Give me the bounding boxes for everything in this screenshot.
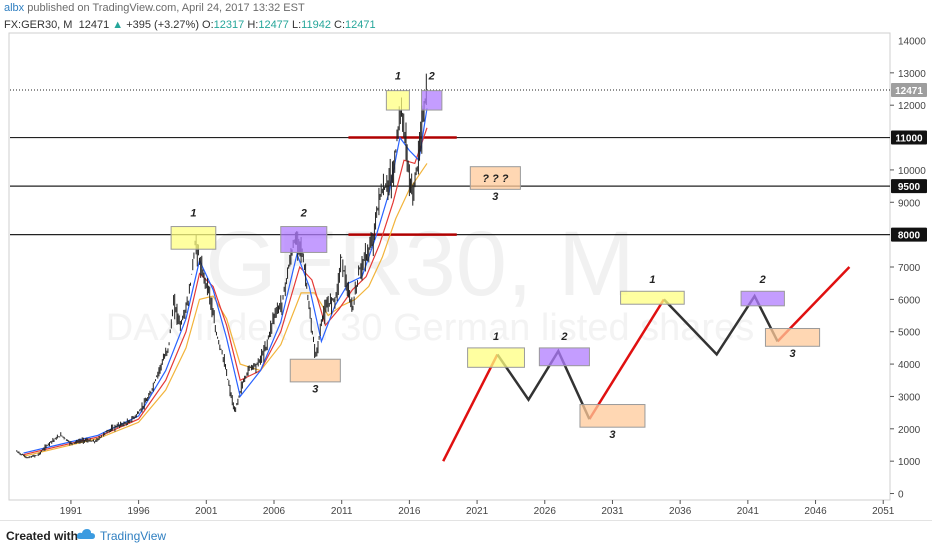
- level-badge: [891, 227, 927, 242]
- level-badge: [891, 179, 927, 194]
- y-tick-label: 13000: [898, 69, 926, 80]
- wave-box-orange[interactable]: [469, 166, 521, 190]
- close-label: C:: [334, 19, 346, 31]
- ma-mid-line: [23, 127, 428, 456]
- x-tick-label: 2006: [263, 506, 286, 517]
- wave-label: 2: [759, 274, 766, 286]
- projection-black-line[interactable]: [662, 293, 779, 357]
- wave-label: 2: [428, 70, 435, 82]
- tradingview-link[interactable]: TradingView: [100, 529, 167, 543]
- open-label: O:: [202, 19, 214, 31]
- wave-label: 2: [560, 331, 567, 343]
- x-tick-label: 2016: [398, 506, 421, 517]
- high-label: H:: [247, 19, 259, 31]
- x-tick-label: 2031: [601, 506, 624, 517]
- wave-box-purple[interactable]: [740, 290, 785, 307]
- y-tick-label: 7000: [898, 263, 921, 274]
- wave-label: 3: [609, 429, 615, 441]
- level-label: 8000: [898, 231, 921, 242]
- wave-box-orange[interactable]: [289, 358, 341, 383]
- author-link[interactable]: albx: [4, 2, 25, 14]
- watermark-description: DAX Index of 30 German listed shares: [106, 307, 754, 349]
- last-price: 12471: [78, 19, 110, 31]
- wave-label: 3: [312, 384, 318, 396]
- wave-label: 3: [789, 348, 795, 360]
- wave-label: 2: [300, 208, 307, 220]
- low-label: L:: [291, 19, 302, 31]
- wave-box-orange[interactable]: [764, 327, 821, 347]
- symbol-header: FX:GER30, M 12471 ▲ +395 (+3.27%) O:1231…: [4, 19, 376, 31]
- y-tick-label: 9000: [898, 198, 921, 209]
- wave-label: 1: [649, 274, 655, 286]
- tradingview-cloud-icon[interactable]: [76, 527, 96, 541]
- close-value: 12471: [345, 19, 376, 31]
- wave-box-yellow[interactable]: [467, 347, 525, 368]
- wave-box-yellow[interactable]: [620, 290, 685, 305]
- x-tick-label: 2051: [872, 506, 895, 517]
- wave-label: 3: [492, 191, 498, 203]
- publish-header: albx published on TradingView.com, April…: [4, 2, 305, 14]
- projection-red-line[interactable]: [588, 298, 665, 420]
- level-label: 11000: [895, 134, 923, 145]
- y-tick-label: 4000: [898, 360, 921, 371]
- wave-label: 1: [395, 70, 401, 82]
- y-tick-label: 6000: [898, 295, 921, 306]
- x-tick-label: 2011: [331, 506, 353, 517]
- level-badge: [891, 130, 927, 145]
- y-tick-label: 1000: [898, 457, 921, 468]
- symbol-watermark: GER30, M DAX Index of 30 German listed s…: [106, 213, 754, 349]
- wave-box-purple[interactable]: [538, 347, 590, 367]
- y-tick-label: 0: [898, 490, 904, 501]
- y-tick-label: 3000: [898, 392, 921, 403]
- created-with-label: Created with: [6, 529, 79, 543]
- watermark-symbol: GER30, M: [205, 213, 634, 315]
- ma-slow-line: [23, 163, 428, 457]
- symbol-name: FX:GER30, M: [4, 19, 73, 31]
- price-chart[interactable]: GER30, M DAX Index of 30 German listed s…: [0, 0, 932, 520]
- wave-label: 1: [493, 331, 499, 343]
- wave-box-yellow[interactable]: [385, 90, 410, 111]
- wave-label: 1: [190, 208, 196, 220]
- open-value: 12317: [213, 19, 245, 31]
- x-tick-label: 1996: [127, 506, 150, 517]
- low-value: 11942: [301, 19, 331, 31]
- y-tick-label: 2000: [898, 425, 921, 436]
- level-label: 9500: [898, 182, 921, 193]
- wave-box-orange[interactable]: [579, 404, 646, 428]
- y-axis-mask: [891, 20, 932, 33]
- change-arrow-icon: ▲: [112, 19, 124, 31]
- high-value: 12477: [258, 19, 289, 31]
- projection-red-line[interactable]: [442, 353, 499, 462]
- x-tick-label: 2001: [195, 506, 218, 517]
- last-price-label: 12471: [895, 86, 923, 97]
- y-tick-label: 10000: [898, 166, 926, 177]
- wave-box-purple[interactable]: [421, 90, 443, 111]
- wave-box-yellow[interactable]: [170, 226, 217, 250]
- publish-info: published on TradingView.com, April 24, …: [27, 2, 305, 14]
- footer-bar: Created with TradingView: [0, 520, 932, 551]
- x-tick-label: 2036: [669, 506, 692, 517]
- x-tick-label: 2041: [737, 506, 760, 517]
- y-tick-label: 5000: [898, 328, 921, 339]
- last-price-badge: [891, 82, 927, 97]
- y-tick-label: 12000: [898, 101, 926, 112]
- x-tick-label: 2026: [534, 506, 557, 517]
- wave-box-purple[interactable]: [280, 226, 328, 253]
- y-tick-label-top: 14000: [898, 36, 926, 47]
- x-tick-label: 2046: [804, 506, 827, 517]
- wave-box-label: ? ? ?: [482, 173, 509, 185]
- x-tick-label: 2021: [466, 506, 489, 517]
- projection-black-line[interactable]: [496, 348, 591, 420]
- price-change: +395 (+3.27%): [126, 19, 199, 31]
- x-tick-label: 1991: [60, 506, 83, 517]
